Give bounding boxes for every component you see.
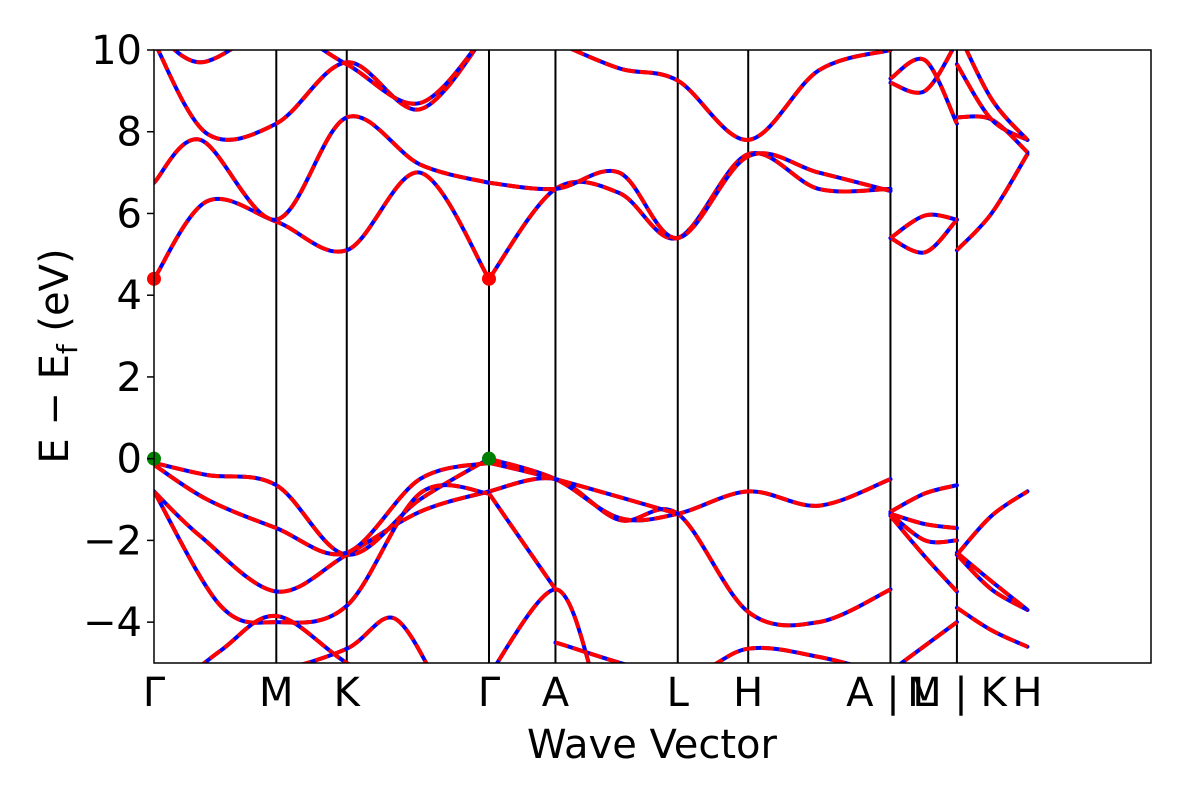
- band-line-overlay: [889, 483, 958, 514]
- x-tick-label: H: [733, 670, 763, 716]
- x-tick-label: L: [667, 670, 690, 716]
- y-tick-label: 2: [117, 355, 142, 401]
- band-line-overlay: [494, 587, 591, 663]
- band-line-overlay: [955, 551, 1029, 612]
- band-line-overlay: [964, 50, 1029, 142]
- y-tick-label: 8: [117, 110, 142, 156]
- x-axis-title: Wave Vector: [527, 722, 778, 768]
- x-tick-label: H: [1012, 670, 1042, 716]
- y-tick-label: 10: [91, 28, 142, 74]
- cbm-marker: [481, 271, 496, 286]
- band-line: [553, 640, 854, 663]
- x-tick-label: A | L: [846, 670, 935, 716]
- band-line-overlay: [154, 460, 490, 557]
- band-line-overlay: [488, 456, 892, 523]
- band-line-overlay: [171, 50, 476, 106]
- band-line-overlay: [889, 511, 958, 531]
- band-line-overlay: [487, 492, 558, 591]
- band-line-overlay: [955, 63, 1029, 142]
- band-line-overlay: [488, 460, 679, 516]
- vbm-marker: [481, 451, 496, 466]
- extremum-markers: [147, 271, 496, 466]
- band-line-overlay: [201, 613, 351, 663]
- x-tick-label: M: [259, 670, 294, 716]
- x-tick-label: Γ: [143, 670, 166, 716]
- x-tick-label: M | K: [907, 670, 1008, 716]
- band-line-overlay: [299, 615, 429, 663]
- band-line-overlay: [154, 483, 490, 625]
- band-line-overlay: [889, 212, 958, 240]
- x-tick-label: K: [334, 670, 362, 716]
- x-tick-label: Γ: [478, 670, 501, 716]
- band-line-overlay: [154, 456, 491, 557]
- band-line-overlay: [955, 606, 1029, 649]
- band-lines: [154, 50, 1030, 663]
- band-line-overlay: [488, 151, 892, 240]
- band-line-overlay: [154, 489, 490, 594]
- band-line-overlay: [889, 56, 959, 125]
- plot-frame: [153, 49, 1152, 664]
- y-tick-label: 4: [117, 273, 142, 319]
- band-line-overlay: [487, 151, 891, 281]
- y-axis-title: E − Ef (eV): [32, 248, 84, 463]
- y-tick-label: 0: [117, 437, 142, 483]
- y-axis: −4 −2 0 2 4 6 8 10: [83, 28, 154, 646]
- band-line-overlay: [488, 476, 892, 628]
- band-line-overlay: [554, 640, 854, 663]
- band-line-overlay: [955, 489, 1029, 557]
- y-axis-title-unit: (eV): [32, 248, 78, 344]
- band-line-overlay: [888, 514, 959, 593]
- x-tick-label: A: [542, 670, 570, 716]
- band-line-overlay: [955, 153, 1030, 252]
- y-axis-title-main: E − E: [32, 354, 78, 464]
- band-line-overlay: [569, 50, 892, 142]
- y-tick-label: −2: [83, 518, 142, 564]
- y-tick-label: −4: [83, 600, 142, 646]
- band-line-overlay: [889, 512, 958, 545]
- band-line: [954, 489, 1030, 557]
- band-line-overlay: [889, 218, 959, 255]
- band-line-overlay: [889, 50, 955, 95]
- band-line: [487, 476, 893, 628]
- band-line-overlay: [155, 50, 477, 142]
- band-line-overlay: [154, 114, 490, 222]
- band-line: [299, 615, 429, 663]
- y-axis-title-subscript: f: [51, 343, 84, 354]
- band-line-overlay: [956, 114, 1029, 154]
- band-line-overlay: [154, 170, 491, 281]
- band-line: [155, 50, 477, 142]
- band-line-overlay: [898, 620, 959, 663]
- band-line: [487, 151, 893, 281]
- kpoint-lines: [275, 50, 958, 663]
- y-tick-label: 6: [117, 191, 142, 237]
- band-line: [888, 217, 959, 255]
